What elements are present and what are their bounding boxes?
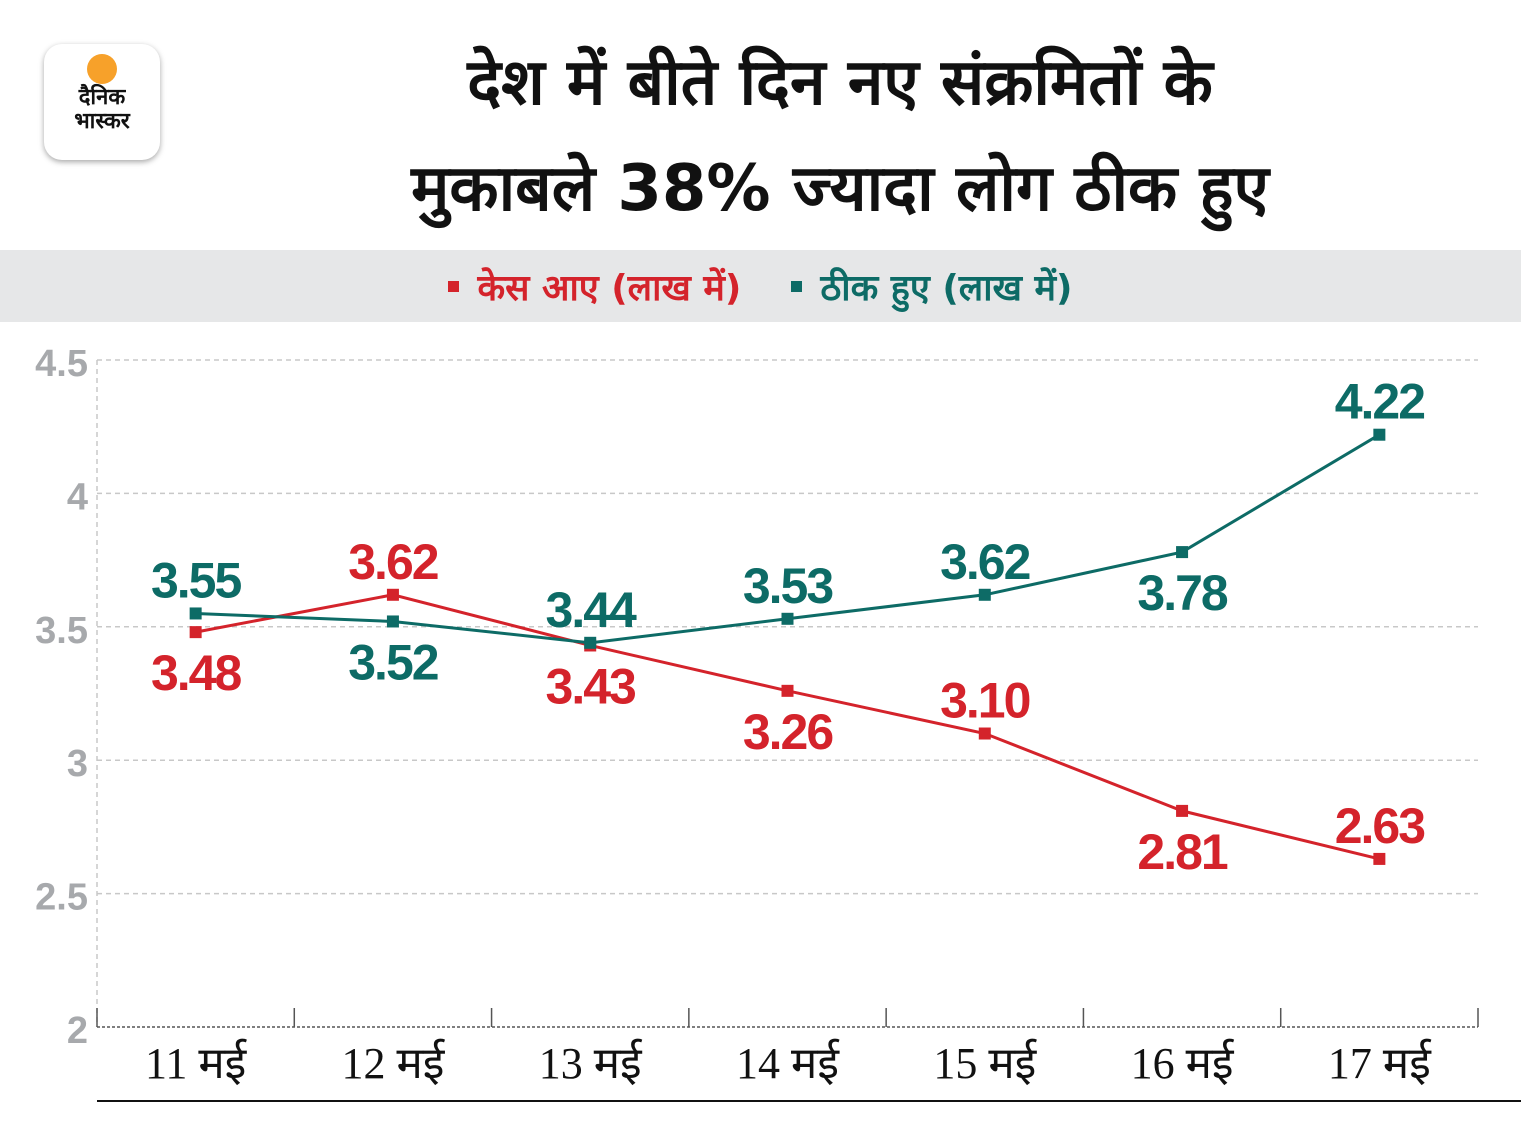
data-label: 2.81 <box>1137 824 1228 880</box>
chart-title: देश में बीते दिन नए संक्रमितों के मुकाबल… <box>180 30 1500 242</box>
data-point <box>1373 852 1386 865</box>
y-tick-label: 4 <box>67 476 88 518</box>
legend: केस आए (लाख में) ठीक हुए (लाख में) <box>0 250 1521 322</box>
x-tick-label: 16 मई <box>1131 1038 1235 1088</box>
legend-marker-cases <box>448 280 460 292</box>
data-point <box>189 626 202 639</box>
data-point <box>584 636 597 649</box>
data-point <box>781 612 794 625</box>
data-label: 3.43 <box>546 658 636 714</box>
x-tick-label: 13 मई <box>539 1038 643 1088</box>
data-label: 2.63 <box>1335 798 1425 854</box>
x-tick-label: 12 मई <box>341 1038 445 1088</box>
legend-label-recovered: ठीक हुए (लाख में) <box>820 267 1073 309</box>
data-label: 3.52 <box>348 634 438 690</box>
legend-item-cases: केस आए (लाख में) <box>448 262 741 311</box>
legend-item-recovered: ठीक हुए (लाख में) <box>791 262 1073 311</box>
title-line-1: देश में बीते दिन नए संक्रमितों के <box>467 46 1213 120</box>
y-tick-label: 4.5 <box>35 343 88 385</box>
legend-marker-recovered <box>791 280 803 292</box>
data-label: 3.48 <box>151 645 242 701</box>
data-label: 3.53 <box>743 558 833 614</box>
data-label: 3.26 <box>743 704 833 760</box>
data-point <box>978 588 991 601</box>
data-label: 3.55 <box>151 552 242 608</box>
data-point <box>1373 428 1386 441</box>
sun-icon <box>87 54 117 84</box>
y-tick-label: 3.5 <box>35 610 88 652</box>
x-tick-label: 17 मई <box>1328 1038 1432 1088</box>
data-label: 4.22 <box>1335 374 1425 430</box>
data-point <box>386 615 399 628</box>
x-tick-label: 11 मई <box>145 1038 248 1088</box>
x-tick-label: 15 मई <box>933 1038 1037 1088</box>
data-label: 3.62 <box>348 534 438 590</box>
legend-label-cases: केस आए (लाख में) <box>477 267 742 309</box>
data-point <box>386 588 399 601</box>
x-tick-label: 14 मई <box>736 1038 840 1088</box>
logo: दैनिक भास्कर <box>44 44 160 160</box>
data-point <box>1176 804 1189 817</box>
y-tick-label: 3 <box>67 743 88 785</box>
data-point <box>189 607 202 620</box>
logo-text-1: दैनिक <box>78 85 126 110</box>
data-point <box>978 727 991 740</box>
data-label: 3.78 <box>1137 565 1228 621</box>
data-point <box>1176 546 1189 559</box>
data-point <box>781 684 794 697</box>
y-tick-label: 2.5 <box>35 877 88 919</box>
data-label: 3.44 <box>546 582 638 638</box>
data-label: 3.62 <box>940 534 1030 590</box>
y-tick-label: 2 <box>67 1010 88 1052</box>
logo-text-2: भास्कर <box>74 109 130 134</box>
title-line-2: मुकाबले 38% ज्यादा लोग ठीक हुए <box>411 152 1269 226</box>
data-label: 3.10 <box>940 673 1030 729</box>
